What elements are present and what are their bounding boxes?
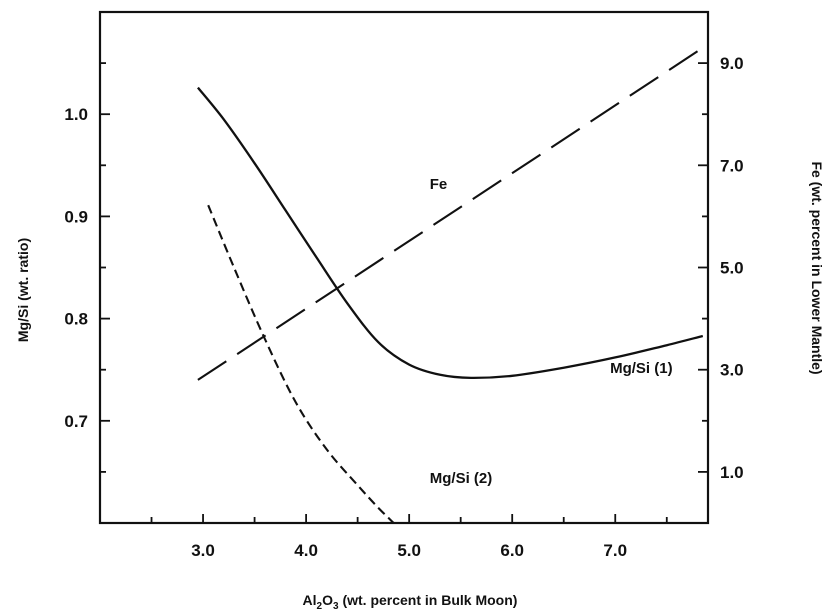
x-tick-label: 7.0 [603,541,627,560]
x-axis-title-pre: Al [303,592,317,608]
y-right-tick-label: 1.0 [720,463,744,482]
series-label: Mg/Si (1) [610,360,673,377]
x-axis-title-mid: O [322,592,333,608]
x-axis-title-sub2: 3 [333,601,339,612]
series-label: Mg/Si (2) [430,470,493,487]
x-tick-label: 6.0 [500,541,524,560]
y-left-axis-title: Mg/Si (wt. ratio) [15,238,31,342]
series [197,46,704,524]
y-left-tick-label: 1.0 [64,105,88,124]
x-axis-title-post: (wt. percent in Bulk Moon) [339,592,518,608]
x-tick-label: 4.0 [294,541,318,560]
y-left-tick-label: 0.7 [64,412,88,431]
x-axis-title: Al2O3 (wt. percent in Bulk Moon) [303,592,518,612]
y-left-tick-label: 0.9 [64,207,88,226]
x-tick-label: 3.0 [191,541,215,560]
series-line-mg-si-1 [197,86,704,380]
series-labels: Fe Mg/Si (1) Mg/Si (2) [430,176,673,487]
series-label: Fe [430,176,448,193]
series-line-mg-si-2 [207,204,395,524]
x-tick-label: 5.0 [397,541,421,560]
axes [98,10,710,525]
series-line-fe [197,46,704,381]
x-axis-title-sub1: 2 [317,601,323,612]
y-right-tick-label: 7.0 [720,156,744,175]
y-right-tick-label: 9.0 [720,54,744,73]
ticks: 3.0 4.0 5.0 6.0 7.0 0.7 0.8 0.9 1.0 1.0 3.0 5.0 7.0 9… [64,54,743,560]
y-right-tick-label: 5.0 [720,259,744,278]
y-right-tick-label: 3.0 [720,361,744,380]
plot-frame [98,10,710,525]
y-right-axis-title: Fe (wt. percent in Lower Mantle) [809,161,825,374]
y-left-tick-label: 0.8 [64,310,88,329]
